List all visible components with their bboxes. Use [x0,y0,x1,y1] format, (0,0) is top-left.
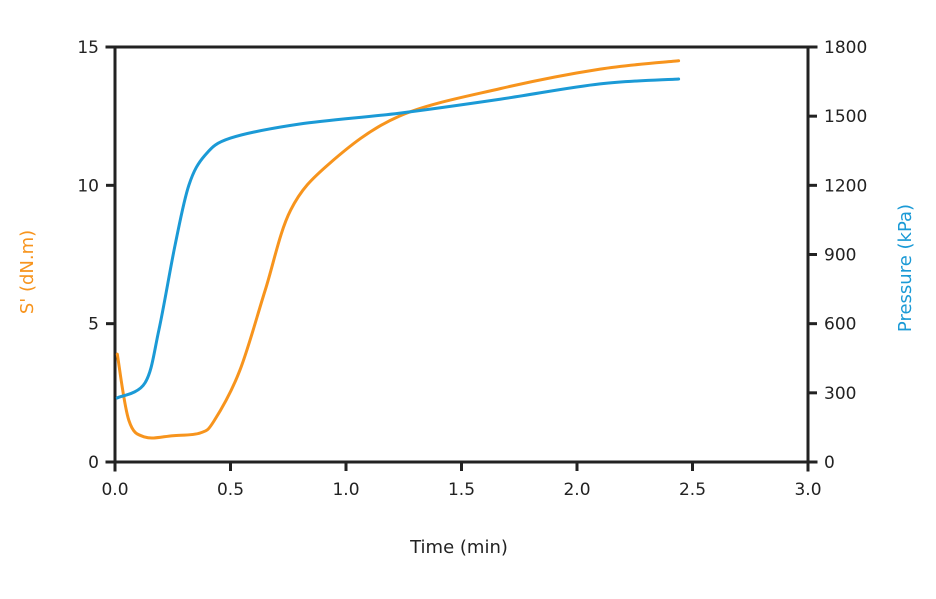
x-tick-label: 1.0 [332,480,359,500]
left-y-axis-title: S' (dN.m) [17,230,38,314]
right-y-axis-ticks: 0 300 600 900 1200 1500 1800 [808,38,867,473]
s-prime-line [115,59,681,440]
right-y-axis-title: Pressure (kPa) [895,204,916,332]
x-tick-label: 2.0 [563,480,590,500]
pressure-line [115,77,681,400]
series-lines [115,59,681,440]
x-axis-ticks: 0.0 0.5 1.0 1.5 2.0 2.5 3.0 [101,462,822,500]
plot-frame [105,45,818,472]
right-y-tick-label: 0 [824,453,835,473]
right-y-tick-label: 1800 [824,38,867,58]
x-tick-label: 2.5 [679,480,706,500]
right-y-tick-label: 900 [824,246,856,266]
x-tick-label: 1.5 [448,480,475,500]
x-tick-label: 0.0 [101,480,128,500]
right-y-tick-label: 1200 [824,176,867,196]
x-axis-title: Time (min) [409,537,508,558]
x-tick-label: 0.5 [217,480,244,500]
x-tick-label: 3.0 [794,480,821,500]
right-y-tick-label: 600 [824,315,856,335]
left-y-tick-label: 5 [88,315,99,335]
left-y-tick-label: 10 [77,176,99,196]
right-y-tick-label: 1500 [824,107,867,127]
left-y-tick-label: 0 [88,453,99,473]
right-y-tick-label: 300 [824,384,856,404]
left-y-tick-label: 15 [77,38,99,58]
left-y-axis-ticks: 0 5 10 15 [77,38,115,473]
